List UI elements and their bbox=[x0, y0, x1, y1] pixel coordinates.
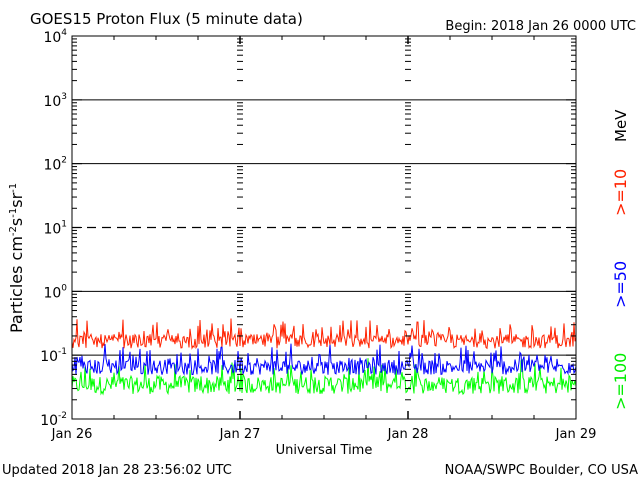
y-tick-label-base: 10 bbox=[43, 222, 61, 238]
y-tick-label-base: 10 bbox=[43, 94, 61, 110]
y-axis-label-exp-2: -1 bbox=[8, 208, 19, 218]
y-tick-label: 10-2 bbox=[40, 411, 67, 429]
chart-subtitle: Begin: 2018 Jan 26 0000 UTC bbox=[445, 19, 636, 34]
y-axis-label-unit-1: s bbox=[7, 218, 26, 226]
x-tick-label: Jan 28 bbox=[387, 427, 429, 442]
legend-unit: MeV bbox=[612, 109, 630, 142]
y-tick-label: 100 bbox=[43, 283, 67, 301]
y-tick-label: 101 bbox=[43, 220, 67, 238]
x-tick-labels: Jan 26 Jan 27 Jan 28 Jan 29 bbox=[51, 427, 597, 442]
y-tick-label-exp: 1 bbox=[61, 220, 67, 230]
series-lines bbox=[71, 318, 577, 396]
y-tick-label-exp: 4 bbox=[61, 28, 67, 38]
y-tick-label-base: 10 bbox=[40, 349, 58, 365]
x-tick-label: Jan 26 bbox=[51, 427, 93, 442]
legend-series-100: >=100 bbox=[611, 353, 630, 410]
plot-frame bbox=[71, 35, 577, 420]
x-tick-label: Jan 27 bbox=[219, 427, 261, 442]
y-axis-label-unit-2: sr bbox=[7, 192, 26, 207]
updated-timestamp: Updated 2018 Jan 28 23:56:02 UTC bbox=[2, 463, 232, 478]
y-tick-label: 10-1 bbox=[40, 347, 67, 365]
legend-series-10: >=10 bbox=[611, 169, 630, 216]
y-tick-label-base: 10 bbox=[40, 413, 58, 429]
tick-marks bbox=[72, 35, 576, 420]
y-axis-label-exp-3: -1 bbox=[8, 183, 19, 193]
x-axis-label: Universal Time bbox=[276, 443, 373, 458]
y-tick-label-base: 10 bbox=[43, 285, 61, 301]
y-tick-label: 102 bbox=[43, 156, 67, 174]
y-axis-label-exp-1: -2 bbox=[8, 226, 19, 236]
y-tick-label-exp: 3 bbox=[61, 92, 67, 102]
y-tick-label-exp: 2 bbox=[61, 156, 67, 166]
y-tick-label-base: 10 bbox=[43, 30, 61, 46]
grid-lines bbox=[72, 99, 576, 356]
chart-title: GOES15 Proton Flux (5 minute data) bbox=[30, 10, 303, 28]
source-credit: NOAA/SWPC Boulder, CO USA bbox=[445, 463, 638, 478]
y-tick-label-exp: 0 bbox=[61, 283, 67, 293]
y-tick-label-exp: -1 bbox=[58, 347, 67, 357]
y-tick-label: 104 bbox=[43, 28, 67, 46]
series-line-10 bbox=[71, 318, 577, 350]
y-tick-label-base: 10 bbox=[43, 158, 61, 174]
series-line-50 bbox=[71, 343, 577, 376]
y-tick-label-exp: -2 bbox=[58, 411, 67, 421]
y-axis-label-base: Particles cm bbox=[7, 236, 26, 333]
y-axis-label: Particles cm-2s-1sr-1 bbox=[7, 183, 26, 333]
legend-series-50: >=50 bbox=[611, 261, 630, 308]
y-tick-label: 103 bbox=[43, 92, 67, 110]
x-tick-label: Jan 29 bbox=[555, 427, 597, 442]
